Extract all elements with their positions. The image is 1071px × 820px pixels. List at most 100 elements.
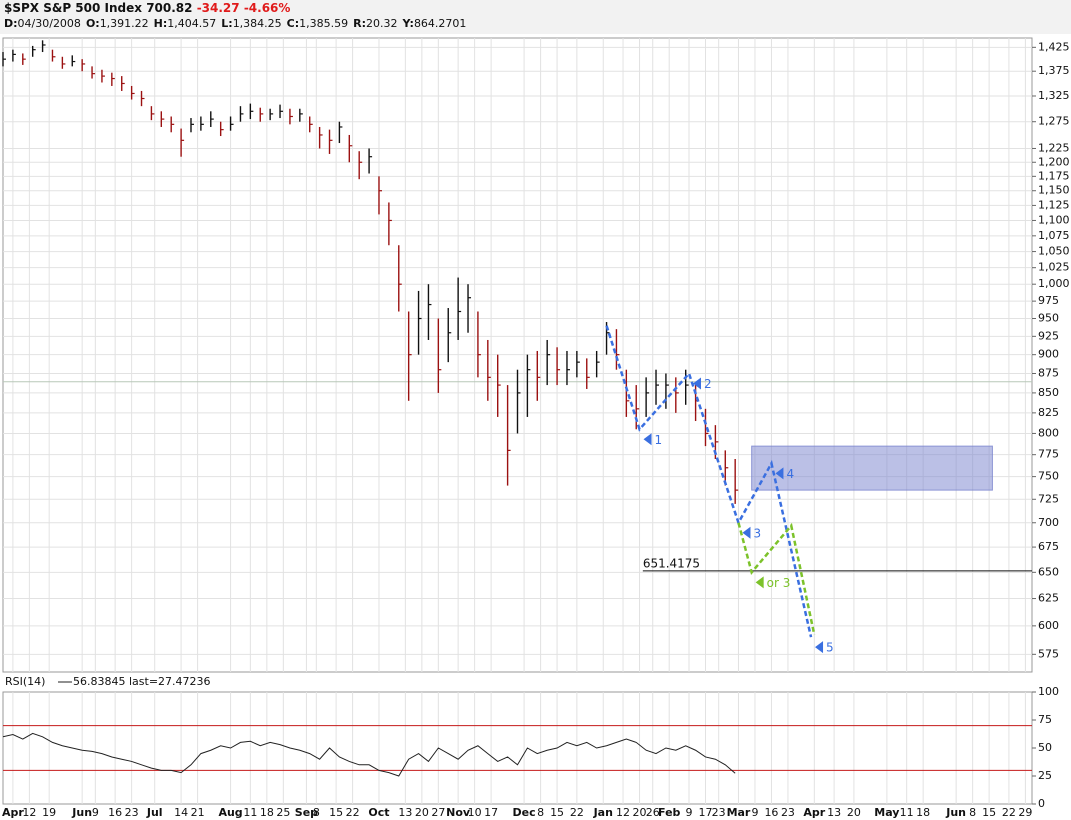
x-tick-label: 18 (916, 806, 930, 819)
y-tick-label: 1,025 (1038, 261, 1070, 274)
y-tick-label: 950 (1038, 312, 1059, 325)
x-tick-label: Jun (71, 806, 92, 819)
y-tick-label: 1,200 (1038, 155, 1070, 168)
x-tick-label: 11 (900, 806, 914, 819)
wave-label: or 3 (767, 576, 791, 590)
wave-label: 1 (655, 433, 663, 447)
y-tick-label: 625 (1038, 592, 1059, 605)
x-tick-label: 12 (22, 806, 36, 819)
info-value: 20.32 (366, 17, 398, 30)
y-tick-label: 1,125 (1038, 198, 1070, 211)
rsi-y-tick-label: 100 (1038, 685, 1059, 698)
x-tick-label: 22 (346, 806, 360, 819)
y-tick-label: 1,100 (1038, 213, 1070, 226)
x-tick-label: 20 (415, 806, 429, 819)
rsi-title: RSI(14) (5, 675, 45, 688)
x-tick-label: 29 (1018, 806, 1032, 819)
wave-label: 3 (753, 526, 761, 540)
info-value: 1,385.59 (299, 17, 348, 30)
x-tick-label: Feb (658, 806, 681, 819)
x-tick-label: Sep (295, 806, 318, 819)
x-tick-label: 17 (698, 806, 712, 819)
info-value: 04/30/2008 (18, 17, 81, 30)
x-tick-label: 20 (847, 806, 861, 819)
info-key: D: (4, 17, 18, 30)
x-tick-label: 11 (243, 806, 257, 819)
wave-marker (775, 467, 784, 480)
y-tick-label: 750 (1038, 470, 1059, 483)
wave-marker (755, 576, 764, 589)
y-tick-label: 900 (1038, 348, 1059, 361)
x-tick-label: Mar (727, 806, 751, 819)
wave-label: 4 (786, 467, 794, 481)
x-tick-label: 21 (191, 806, 205, 819)
info-key: H: (154, 17, 168, 30)
x-tick-label: 16 (108, 806, 122, 819)
info-value: 1,391.22 (100, 17, 149, 30)
x-tick-label: Dec (513, 806, 536, 819)
x-tick-label: 9 (751, 806, 758, 819)
x-tick-label: 13 (398, 806, 412, 819)
y-tick-label: 1,075 (1038, 229, 1070, 242)
y-tick-label: 1,000 (1038, 277, 1070, 290)
change: -34.27 (197, 1, 240, 15)
y-tick-label: 1,375 (1038, 64, 1070, 77)
x-tick-label: Aug (218, 806, 242, 819)
header-bg (0, 0, 1071, 34)
info-key: L: (221, 17, 232, 30)
x-tick-label: 23 (125, 806, 139, 819)
x-tick-label: 16 (764, 806, 778, 819)
x-tick-label: 23 (781, 806, 795, 819)
x-tick-label: 15 (550, 806, 564, 819)
x-tick-label: 15 (329, 806, 343, 819)
y-tick-label: 1,150 (1038, 184, 1070, 197)
y-tick-label: 775 (1038, 448, 1059, 461)
y-tick-label: 1,275 (1038, 115, 1070, 128)
y-tick-label: 1,325 (1038, 89, 1070, 102)
info-key: Y: (402, 17, 414, 30)
y-tick-label: 875 (1038, 367, 1059, 380)
x-tick-label: 23 (712, 806, 726, 819)
x-tick-label: 18 (260, 806, 274, 819)
y-tick-label: 825 (1038, 406, 1059, 419)
header-title: $SPX S&P 500 Index 700.82 -34.27 -4.66% (4, 1, 290, 15)
y-tick-label: 975 (1038, 294, 1059, 307)
x-tick-label: 17 (484, 806, 498, 819)
x-tick-label: Nov (446, 806, 471, 819)
wave-line (737, 522, 816, 636)
support-label: 651.4175 (643, 556, 700, 570)
target-box (751, 445, 993, 491)
wave-line (605, 325, 813, 638)
wave-marker (643, 433, 652, 446)
info-key: R: (353, 17, 366, 30)
x-tick-label: 9 (92, 806, 99, 819)
x-tick-label: 22 (1002, 806, 1016, 819)
wave-label: 2 (704, 377, 712, 391)
x-tick-label: 8 (537, 806, 544, 819)
rsi-line (2, 732, 736, 777)
x-tick-label: 15 (982, 806, 996, 819)
x-tick-label: 13 (827, 806, 841, 819)
change-pct: -4.66% (244, 1, 291, 15)
wave-marker (742, 526, 751, 539)
wave-marker (693, 377, 701, 390)
y-tick-label: 700 (1038, 516, 1059, 529)
x-tick-label: May (874, 806, 899, 819)
header-info: D:04/30/2008 O:1,391.22 H:1,404.57 L:1,384.… (4, 17, 466, 30)
y-tick-label: 850 (1038, 386, 1059, 399)
wave-marker (815, 641, 824, 654)
x-tick-label: 20 (633, 806, 647, 819)
x-tick-label: 25 (276, 806, 290, 819)
y-tick-label: 600 (1038, 619, 1059, 632)
y-tick-label: 650 (1038, 565, 1059, 578)
y-tick-label: 1,050 (1038, 245, 1070, 258)
x-tick-label: Jul (146, 806, 163, 819)
x-tick-label: 27 (431, 806, 445, 819)
x-tick-label: 10 (468, 806, 482, 819)
y-tick-label: 575 (1038, 647, 1059, 660)
x-tick-label: 14 (174, 806, 188, 819)
last: 700.82 (146, 1, 192, 15)
